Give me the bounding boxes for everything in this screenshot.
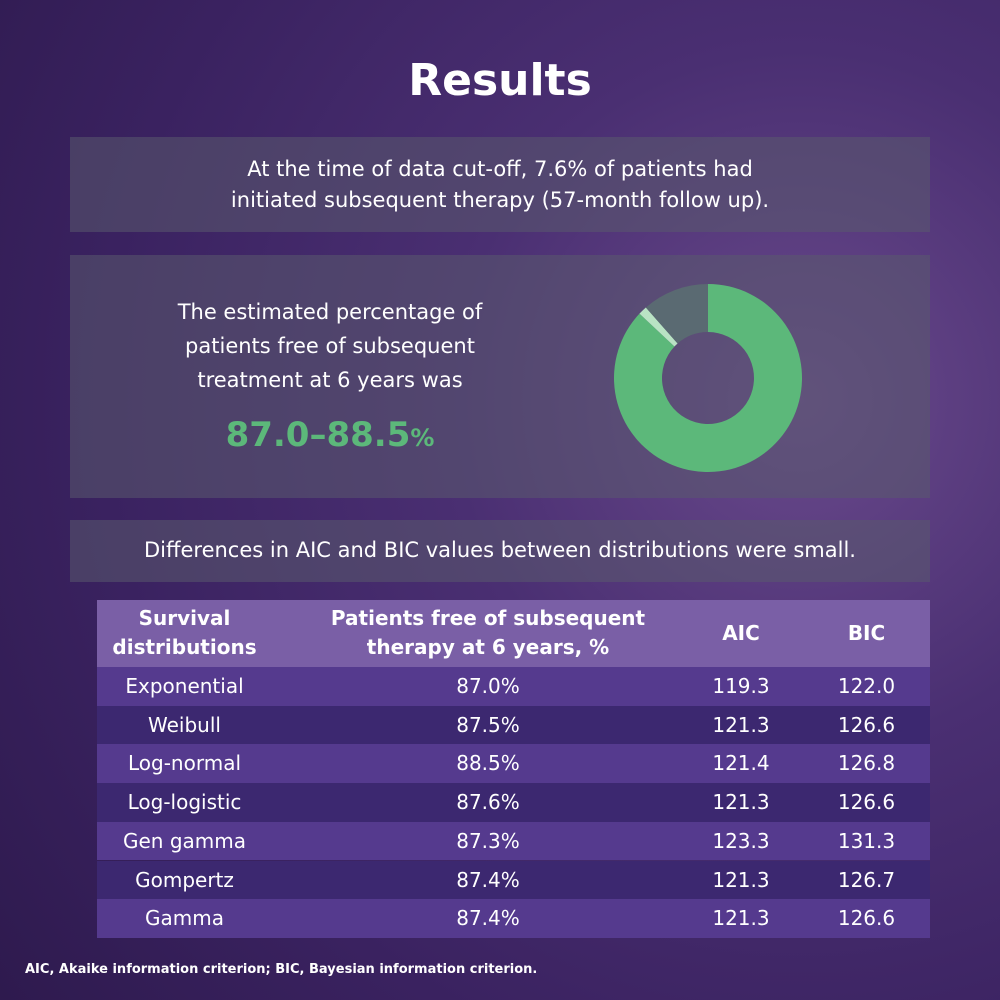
header-cell: BIC — [847, 621, 886, 645]
table-cell: 126.6 — [837, 906, 896, 931]
table-row-bg — [97, 705, 930, 745]
summary-line: initiated subsequent therapy (57-month f… — [230, 188, 770, 212]
table-row-bg — [97, 783, 930, 822]
table-cell: 121.3 — [712, 906, 770, 931]
estimate-line: treatment at 6 years was — [197, 368, 463, 392]
estimate-value: 87.0–88.5% — [70, 415, 590, 455]
header-cell: AIC — [722, 621, 760, 645]
table-row-bg — [97, 667, 930, 706]
table-cell: 87.0% — [456, 674, 520, 698]
table-cell: 121.3 — [712, 712, 770, 737]
table-cell: 121.4 — [712, 751, 770, 776]
table-cell: 88.5% — [456, 751, 520, 776]
table-row-bg — [97, 744, 930, 784]
donut-segment — [614, 284, 802, 472]
header-cell: Patients free of subsequent — [330, 606, 646, 630]
table-cell: 126.6 — [837, 712, 896, 737]
table-cell: Log-normal — [127, 751, 242, 776]
table-cell: 123.3 — [712, 828, 770, 853]
estimate-line: The estimated percentage of — [177, 300, 483, 324]
table-row-bg — [97, 821, 930, 861]
estimate-unit: % — [410, 424, 435, 452]
summary-box: At the time of data cut-off, 7.6% of pat… — [70, 137, 930, 232]
note-box: Differences in AIC and BIC values betwee… — [70, 520, 930, 582]
title: Results — [408, 55, 592, 106]
table-cell: 87.3% — [456, 828, 520, 853]
table-cell: 119.3 — [712, 674, 770, 698]
estimate-range: 87.0–88.5 — [225, 415, 411, 455]
table-cell: 122.0 — [837, 674, 896, 698]
donut-segment — [639, 307, 678, 347]
table-cell: 87.4% — [456, 906, 520, 931]
table-cell: 121.3 — [712, 790, 770, 815]
table-cell: Exponential — [125, 674, 244, 698]
header-cell: therapy at 6 years, % — [366, 635, 610, 659]
table-cell: 87.6% — [456, 790, 520, 815]
table-header-bg — [97, 600, 930, 667]
donut-segment — [645, 284, 708, 344]
table-cell: Gamma — [145, 906, 224, 931]
table-cell: Gompertz — [135, 867, 234, 892]
table-cell: 131.3 — [837, 828, 896, 853]
table-cell: 87.5% — [456, 712, 520, 737]
table-cell: 126.6 — [837, 790, 896, 815]
header-cell: distributions — [112, 635, 257, 659]
header-cell: Survival — [138, 606, 231, 630]
summary-line: At the time of data cut-off, 7.6% of pat… — [247, 157, 753, 181]
note: Differences in AIC and BIC values betwee… — [144, 538, 856, 562]
table: Survival distributions Patients free of su… — [97, 600, 930, 938]
footnote: AIC, Akaike information criterion; BIC, … — [25, 962, 538, 977]
donut-chart — [614, 284, 802, 472]
table-cell: Weibull — [148, 712, 221, 737]
estimate-line: patients free of subsequent — [185, 334, 475, 358]
table-cell: 126.8 — [837, 751, 896, 776]
table-cell: 87.4% — [456, 867, 520, 892]
table-cell: Gen gamma — [122, 828, 246, 853]
table-cell: 126.7 — [837, 867, 896, 892]
table-row-bg — [97, 860, 930, 900]
table-cell: Log-logistic — [127, 790, 242, 815]
table-row-bg — [97, 899, 930, 938]
table-cell: 121.3 — [712, 867, 770, 892]
